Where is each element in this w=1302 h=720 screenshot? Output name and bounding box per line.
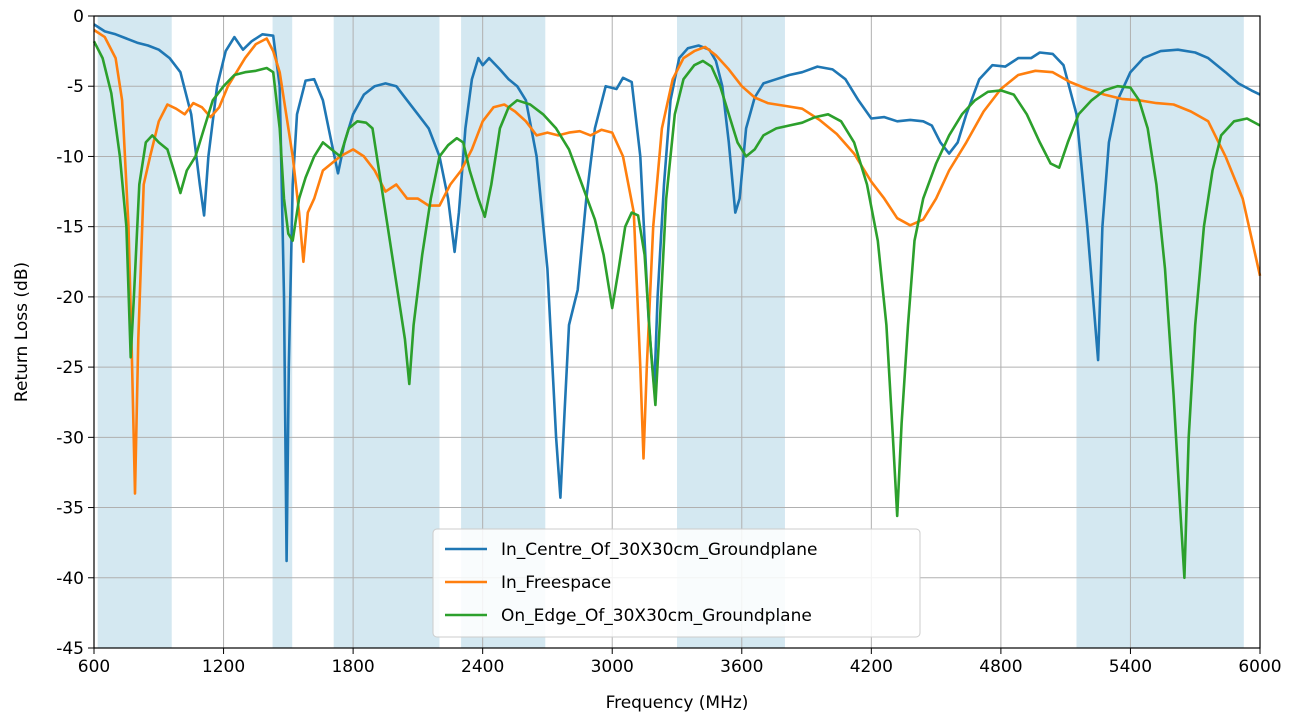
x-tick-label: 3000 [591, 657, 634, 677]
y-axis-label: Return Loss (dB) [12, 262, 32, 402]
y-tick-label: -5 [67, 77, 84, 97]
y-tick-label: -10 [56, 147, 84, 167]
y-tick-label: -35 [56, 499, 84, 519]
shaded-band-3 [333, 16, 440, 648]
x-tick-label: 600 [78, 657, 110, 677]
x-tick-label: 6000 [1238, 657, 1281, 677]
y-tick-label: -15 [56, 218, 84, 238]
x-tick-label: 4200 [850, 657, 893, 677]
x-axis-label: Frequency (MHz) [606, 693, 749, 713]
x-axis-ticks: 600 1200 1800 2400 3000 3600 4200 4800 5400 6000 [78, 648, 1282, 677]
series-lines [92, 23, 1262, 580]
y-tick-label: -40 [56, 569, 84, 589]
y-tick-label: -20 [56, 288, 84, 308]
y-tick-label: -25 [56, 358, 84, 378]
series-line-1 [93, 23, 1261, 563]
x-tick-label: 4800 [979, 657, 1022, 677]
legend-label-2: In_Freespace [501, 573, 611, 593]
shaded-band-1 [97, 16, 172, 648]
legend-label-1: In_Centre_Of_30X30cm_Groundplane [501, 540, 818, 560]
x-tick-label: 1800 [331, 657, 374, 677]
plot-frame [93, 15, 1261, 649]
series-line-3 [92, 40, 1261, 580]
y-tick-label: -45 [56, 639, 84, 659]
x-tick-label: 3600 [720, 657, 763, 677]
y-tick-label: 0 [73, 7, 84, 27]
series-line-2 [93, 28, 1262, 495]
x-tick-label: 1200 [202, 657, 245, 677]
y-axis-ticks: 0 -5 -10 -15 -20 -25 -30 -35 -40 -45 [56, 7, 94, 659]
legend-box [432, 528, 921, 638]
x-tick-label: 2400 [461, 657, 504, 677]
x-tick-label: 5400 [1109, 657, 1152, 677]
shaded-band-6 [1076, 16, 1244, 648]
y-tick-label: -30 [56, 428, 84, 448]
legend-label-3: On_Edge_Of_30X30cm_Groundplane [501, 606, 812, 626]
legend: In_Centre_Of_30X30cm_Groundplane In_Frees… [432, 528, 921, 638]
